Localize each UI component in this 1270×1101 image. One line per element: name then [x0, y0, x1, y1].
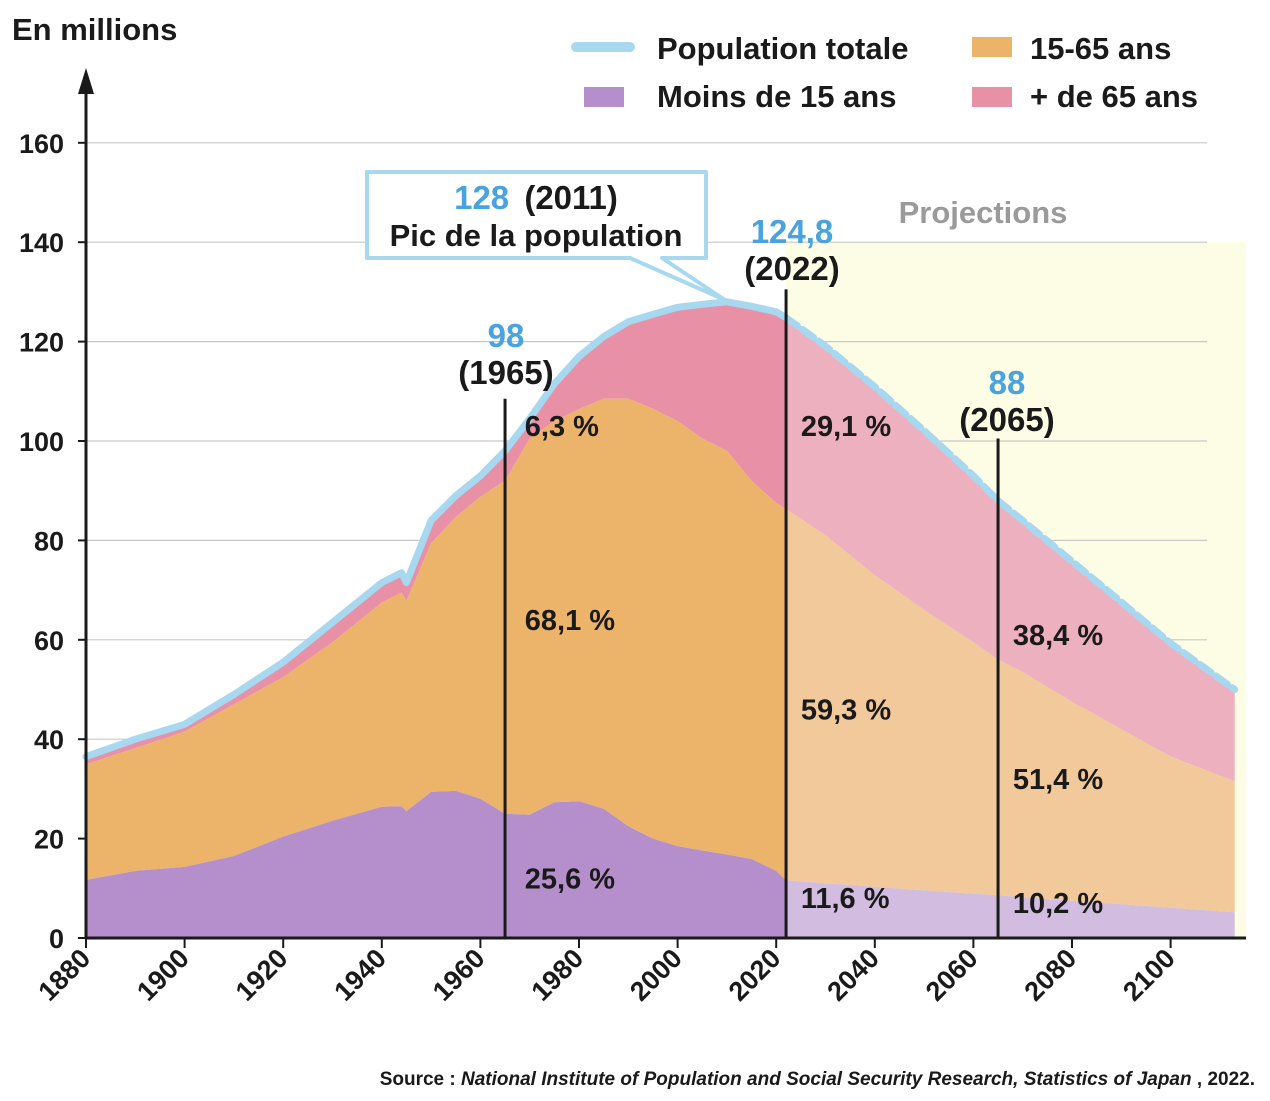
y-tick-label-40: 40	[34, 725, 64, 755]
y-tick-label-140: 140	[19, 228, 64, 258]
marker-year-2022: (2022)	[744, 250, 839, 287]
percent-label-2: 25,6 %	[525, 863, 615, 895]
legend-label-mid: 15-65 ans	[1030, 31, 1171, 66]
percent-label-4: 59,3 %	[801, 694, 891, 726]
y-tick-label-0: 0	[49, 924, 64, 954]
y-tick-label-60: 60	[34, 626, 64, 656]
y-tick-label-100: 100	[19, 427, 64, 457]
y-tick-label-120: 120	[19, 328, 64, 358]
source-note: Source : National Institute of Populatio…	[380, 1069, 1255, 1090]
projection-label: Projections	[899, 195, 1068, 230]
peak-callout: 128 (2011) Pic de la population	[365, 170, 727, 302]
area-under-15-projection	[786, 880, 1235, 938]
svg-text:128 (2011): 128 (2011)	[454, 179, 618, 216]
peak-callout-box	[365, 170, 727, 302]
y-tick-label-80: 80	[34, 526, 64, 556]
source-year: , 2022.	[1197, 1069, 1255, 1090]
marker-value-1965: 98	[488, 317, 525, 354]
legend-label-total: Population totale	[657, 31, 908, 66]
legend-swatch-old	[972, 87, 1012, 107]
source-prefix: Source :	[380, 1069, 461, 1090]
area-under-15-historical	[86, 790, 787, 938]
peak-value: 128	[454, 179, 509, 216]
y-tick-label-20: 20	[34, 825, 64, 855]
percent-label-3: 29,1 %	[801, 411, 891, 443]
marker-value-2022: 124,8	[751, 213, 834, 250]
legend-swatch-young	[584, 87, 624, 107]
marker-value-2065: 88	[989, 364, 1026, 401]
legend-swatch-mid	[972, 37, 1012, 57]
peak-year: (2011)	[524, 179, 618, 216]
percent-label-1: 68,1 %	[525, 605, 615, 637]
peak-caption: Pic de la population	[390, 218, 683, 253]
source-organisation: National Institute of Population and Soc…	[461, 1069, 1192, 1090]
percent-label-5: 11,6 %	[801, 883, 890, 915]
percent-label-0: 6,3 %	[525, 411, 599, 443]
area-15-65-projection	[786, 509, 1235, 913]
area-15-65-historical	[86, 398, 787, 881]
area-over-65-projection	[786, 317, 1235, 782]
y-tick-label-160: 160	[19, 129, 64, 159]
y-axis-label: En millions	[12, 12, 177, 47]
marker-year-1965: (1965)	[458, 354, 553, 391]
percent-label-6: 38,4 %	[1013, 620, 1103, 652]
marker-year-2065: (2065)	[959, 401, 1054, 438]
legend-label-young: Moins de 15 ans	[657, 79, 896, 114]
percent-label-7: 51,4 %	[1013, 764, 1103, 796]
area-over-65-historical	[86, 301, 787, 765]
legend-label-old: + de 65 ans	[1030, 79, 1198, 114]
y-axis-arrow-icon	[78, 68, 94, 94]
percent-label-8: 10,2 %	[1013, 888, 1103, 920]
